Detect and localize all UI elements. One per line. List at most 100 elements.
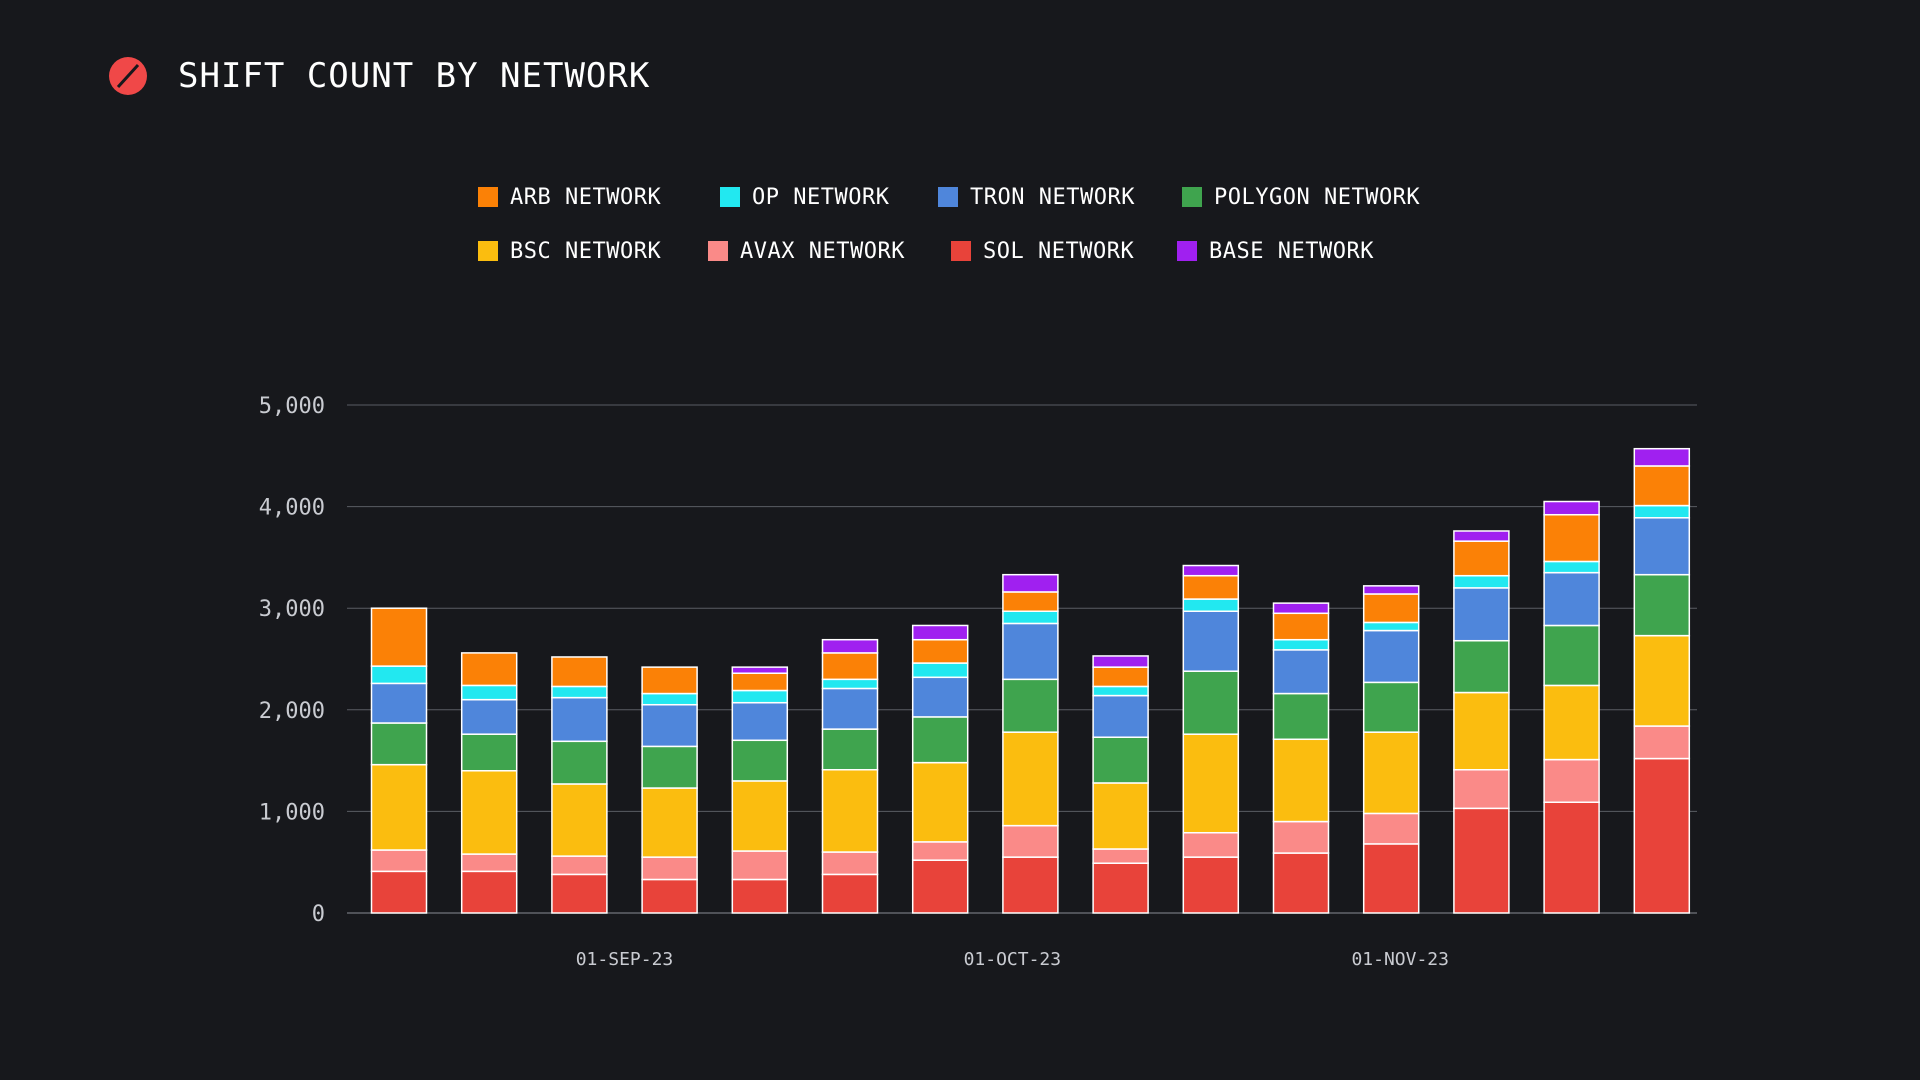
bar-segment bbox=[731, 850, 789, 881]
bar-segment bbox=[641, 856, 698, 881]
bar-segment bbox=[641, 745, 698, 789]
slashed-circle-logo-icon bbox=[109, 57, 147, 95]
y-tick-label: 4,000 bbox=[259, 496, 325, 521]
bar-segment bbox=[1182, 856, 1240, 914]
bar-segment bbox=[1182, 733, 1240, 834]
bar-segment bbox=[551, 685, 608, 699]
bar-segment bbox=[731, 780, 789, 852]
y-tick-label: 5,000 bbox=[259, 394, 325, 419]
bar-segment bbox=[1092, 736, 1149, 784]
bar-segment bbox=[1002, 824, 1059, 858]
bar-segment bbox=[370, 849, 428, 873]
chart-legend: ARB NETWORK OP NETWORK TRON NETWORK POLY… bbox=[478, 170, 1478, 278]
bar-segment bbox=[1002, 856, 1059, 914]
bar-segment bbox=[370, 665, 428, 685]
chart-header: SHIFT COUNT BY NETWORK bbox=[108, 56, 650, 96]
legend-row-2: BSC NETWORK AVAX NETWORK SOL NETWORK BAS… bbox=[478, 224, 1478, 278]
bar-segment bbox=[641, 787, 698, 858]
bar-segment bbox=[1272, 638, 1330, 651]
bar-segment bbox=[460, 770, 518, 855]
bar-segment bbox=[911, 859, 969, 914]
legend-label-base: BASE NETWORK bbox=[1209, 238, 1374, 264]
bar-segment bbox=[1362, 593, 1420, 624]
bar-segment bbox=[731, 666, 789, 674]
bar-segment bbox=[1362, 629, 1420, 684]
bar-segment bbox=[370, 722, 428, 766]
bar-segment bbox=[821, 851, 879, 876]
bar-segment bbox=[1002, 622, 1059, 681]
bar-segment bbox=[1633, 725, 1691, 760]
bar-segment bbox=[551, 855, 608, 876]
bar-segment bbox=[1182, 574, 1240, 600]
bar-segment bbox=[1362, 731, 1420, 815]
bar-segment bbox=[1543, 801, 1600, 914]
bar-segment bbox=[1272, 820, 1330, 854]
legend-item-arb[interactable]: ARB NETWORK bbox=[478, 185, 720, 210]
bar-segment bbox=[370, 763, 428, 851]
bar-segment bbox=[460, 652, 518, 687]
legend-label-avax: AVAX NETWORK bbox=[740, 238, 905, 264]
x-tick-label: 01-NOV-23 bbox=[1351, 949, 1449, 970]
bar-segment bbox=[821, 768, 879, 853]
bar-segment bbox=[911, 624, 969, 641]
x-tick-label: 01-SEP-23 bbox=[576, 949, 674, 970]
legend-swatch-arb bbox=[478, 187, 498, 207]
legend-item-op[interactable]: OP NETWORK bbox=[720, 185, 938, 210]
bar-segment bbox=[821, 678, 879, 690]
bar-segment bbox=[1543, 513, 1600, 563]
legend-item-bsc[interactable]: BSC NETWORK bbox=[478, 239, 708, 264]
bar-segment bbox=[1092, 655, 1149, 668]
bar-segment bbox=[1453, 768, 1510, 810]
legend-item-base[interactable]: BASE NETWORK bbox=[1177, 239, 1374, 264]
bar-segment bbox=[731, 739, 789, 782]
bar-segment bbox=[641, 692, 698, 706]
bar-segment bbox=[1633, 517, 1691, 576]
bar-segment bbox=[911, 662, 969, 679]
bar-segment bbox=[1543, 624, 1600, 687]
bar-segment bbox=[1633, 757, 1691, 914]
legend-swatch-op bbox=[720, 187, 740, 207]
bar-segment bbox=[1453, 807, 1510, 914]
legend-item-avax[interactable]: AVAX NETWORK bbox=[708, 239, 951, 264]
bar-segment bbox=[1002, 610, 1059, 625]
bar-segment bbox=[821, 873, 879, 914]
bar-segment bbox=[731, 701, 789, 742]
bar-segment bbox=[1543, 500, 1600, 516]
bar-segment bbox=[1092, 782, 1149, 850]
bar-segment bbox=[1182, 564, 1240, 577]
bar-segment bbox=[460, 684, 518, 701]
bar-segment bbox=[1092, 666, 1149, 688]
bar-segment bbox=[551, 740, 608, 785]
bar-segment bbox=[1092, 862, 1149, 914]
bar-segment bbox=[731, 878, 789, 914]
bar-segment bbox=[1633, 465, 1691, 507]
y-tick-label: 1,000 bbox=[259, 800, 325, 825]
bar-segment bbox=[1362, 681, 1420, 733]
bar-segment bbox=[911, 841, 969, 861]
legend-swatch-tron bbox=[938, 187, 958, 207]
bar-segment bbox=[460, 870, 518, 914]
legend-item-polygon[interactable]: POLYGON NETWORK bbox=[1182, 185, 1420, 210]
bar-segment bbox=[641, 666, 698, 695]
bar-segment bbox=[551, 783, 608, 857]
legend-label-polygon: POLYGON NETWORK bbox=[1214, 184, 1421, 210]
legend-item-tron[interactable]: TRON NETWORK bbox=[938, 185, 1182, 210]
legend-item-sol[interactable]: SOL NETWORK bbox=[951, 239, 1177, 264]
bar-segment bbox=[1272, 602, 1330, 615]
bar-segment bbox=[1633, 634, 1691, 727]
bar-segment bbox=[1092, 848, 1149, 864]
bar-segment bbox=[1182, 670, 1240, 735]
legend-swatch-bsc bbox=[478, 241, 498, 261]
legend-row-1: ARB NETWORK OP NETWORK TRON NETWORK POLY… bbox=[478, 170, 1478, 224]
legend-swatch-base bbox=[1177, 241, 1197, 261]
legend-swatch-avax bbox=[708, 241, 728, 261]
bar-segment bbox=[1543, 758, 1600, 804]
bar-segment bbox=[460, 698, 518, 735]
bar-segment bbox=[1002, 678, 1059, 733]
bar-segment bbox=[1453, 530, 1510, 542]
bar-segment bbox=[1272, 852, 1330, 914]
bar-segment bbox=[1362, 621, 1420, 632]
bar-segment bbox=[1272, 738, 1330, 823]
legend-swatch-polygon bbox=[1182, 187, 1202, 207]
